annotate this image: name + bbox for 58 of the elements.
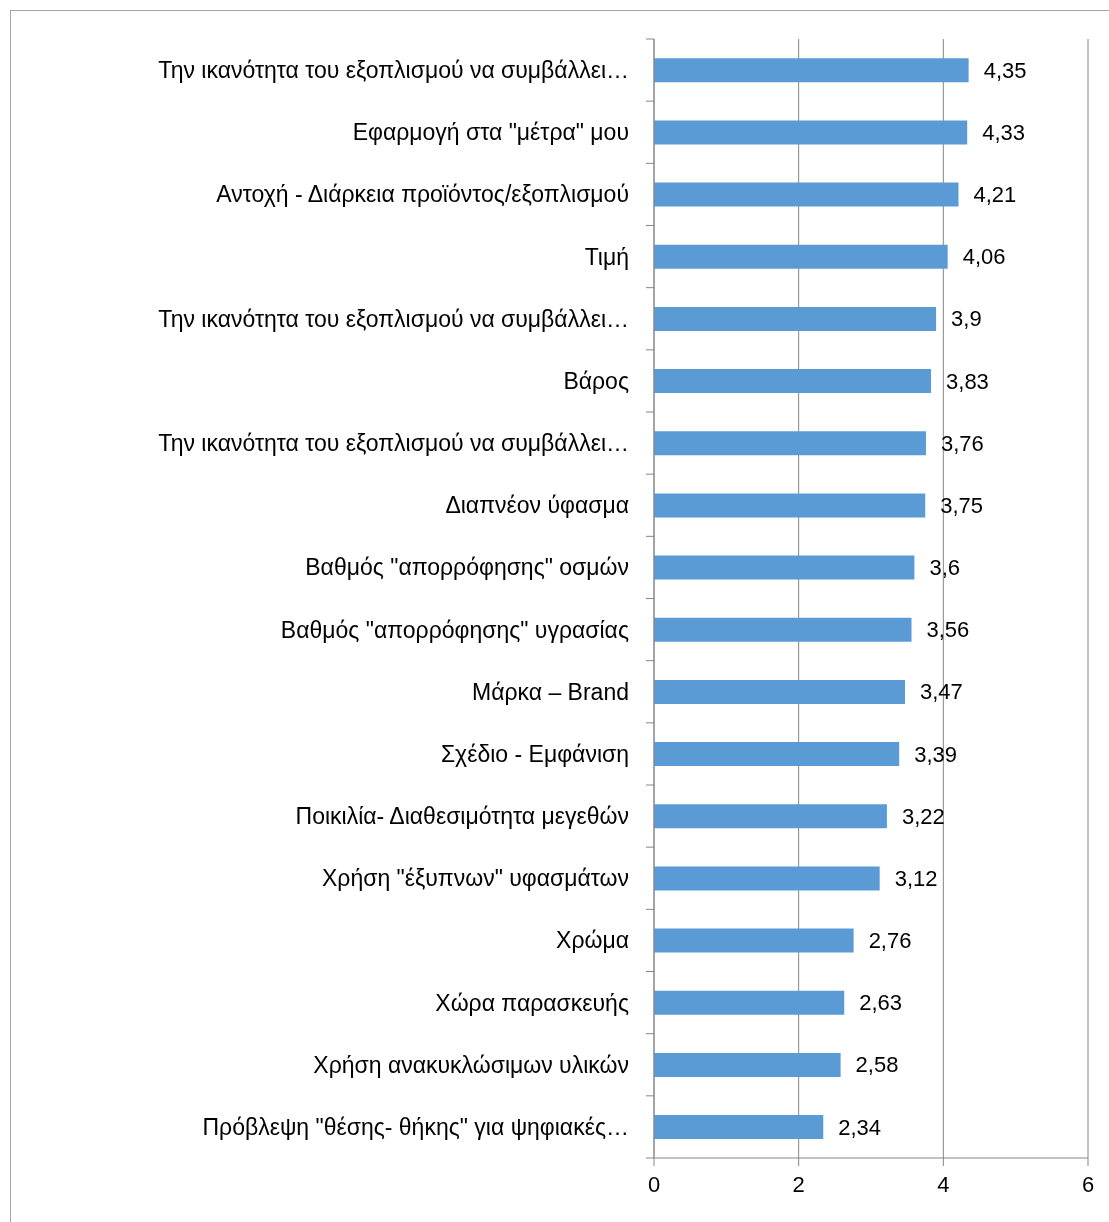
bar (654, 804, 887, 829)
y-tick-label: Τιμή (584, 243, 629, 270)
y-tick-label: Πρόβλεψη "θέσης- θήκης" για ψηφιακές… (202, 1113, 629, 1140)
bar (654, 1115, 824, 1140)
data-label: 2,34 (838, 1114, 882, 1140)
bar (654, 990, 845, 1015)
y-tick-label: Την ικανότητα του εξοπλισμού να συμβάλλει… (158, 57, 629, 84)
bar (654, 58, 969, 83)
bar (654, 306, 937, 331)
bar (654, 244, 948, 269)
data-label: 3,22 (901, 803, 945, 829)
y-tick-label: Την ικανότητα του εξοπλισμού να συμβάλλει… (158, 305, 629, 332)
bar (654, 369, 932, 394)
data-label: 2,63 (859, 990, 903, 1016)
data-label: 2,58 (855, 1052, 899, 1078)
y-tick-label: Σχέδιο - Εμφάνιση (440, 740, 629, 767)
x-tick-label: 0 (647, 1171, 661, 1197)
y-tick-label: Αντοχή - Διάρκεια προϊόντος/εξοπλισμού (216, 181, 629, 208)
data-label: 3,83 (946, 368, 989, 394)
bar (654, 866, 880, 891)
bar (654, 431, 926, 456)
data-label: 4,21 (973, 182, 1017, 208)
x-tick-label: 4 (937, 1171, 950, 1197)
y-tick-label: Χώρα παρασκευής (435, 989, 629, 1016)
bar (654, 493, 926, 518)
y-tick-label: Διαπνέον ύφασμα (445, 492, 629, 519)
y-tick-label: Βαθμός "απορρόφησης" υγρασίας (280, 616, 629, 643)
y-tick-label: Χρώμα (556, 927, 629, 954)
x-tick-label: 6 (1081, 1171, 1095, 1197)
bar (654, 742, 900, 767)
y-tick-label: Βαθμός "απορρόφησης" οσμών (305, 554, 629, 581)
bar (654, 182, 959, 207)
y-tick-label: Χρήση ανακυκλώσιμων υλικών (313, 1051, 629, 1078)
data-label: 2,76 (868, 928, 912, 954)
data-label: 3,6 (929, 555, 960, 581)
x-tick-label: 2 (792, 1171, 805, 1197)
data-label: 4,33 (982, 119, 1026, 145)
y-tick-label: Εφαρμογή στα "μέτρα" μου (352, 119, 629, 146)
bar (654, 679, 905, 704)
data-label: 3,56 (926, 617, 970, 643)
data-label: 3,75 (940, 492, 984, 518)
bar (654, 617, 912, 642)
y-tick-label: Μάρκα – Brand (471, 678, 629, 705)
data-label: 3,47 (920, 679, 963, 705)
y-tick-label: Την ικανότητα του εξοπλισμού να συμβάλλει… (158, 430, 629, 457)
data-label: 3,39 (914, 741, 958, 767)
data-label: 3,9 (951, 306, 982, 332)
y-tick-label: Ποικιλία- Διαθεσιμότητα μεγεθών (295, 803, 629, 830)
y-tick-label: Βάρος (563, 367, 629, 394)
data-label: 4,35 (983, 57, 1027, 83)
bar (654, 928, 854, 953)
bar (654, 120, 968, 145)
bar (654, 1052, 841, 1077)
y-tick-label: Χρήση "έξυπνων" υφασμάτων (321, 865, 629, 892)
data-label: 3,76 (940, 430, 984, 456)
bar (654, 555, 915, 580)
data-label: 3,12 (894, 865, 938, 891)
data-label: 4,06 (962, 244, 1006, 270)
